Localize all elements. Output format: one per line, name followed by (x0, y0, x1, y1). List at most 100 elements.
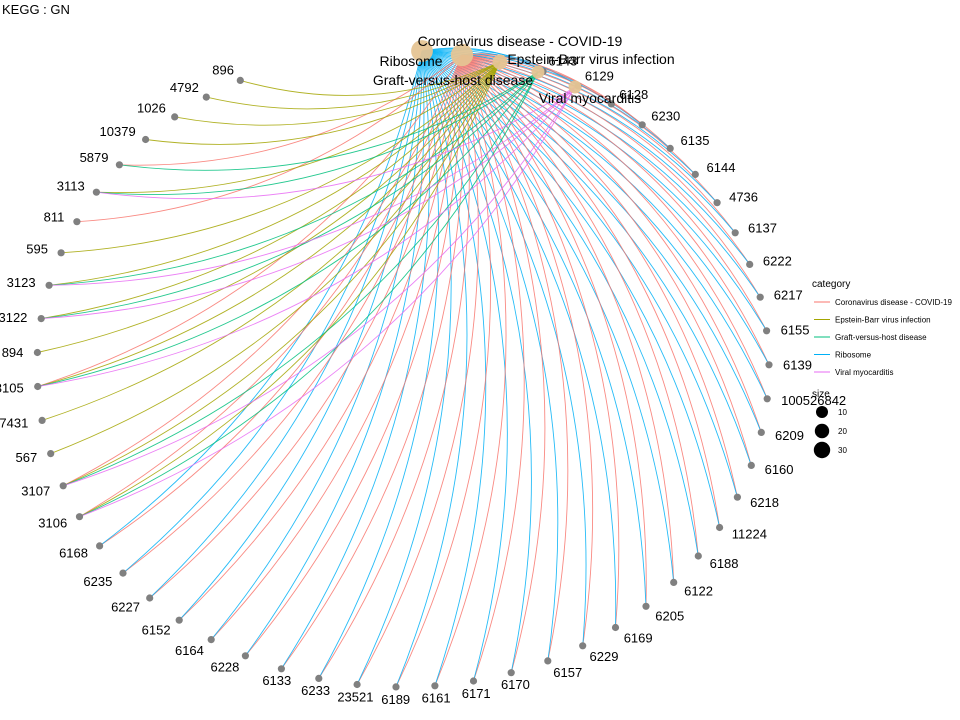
gene-node-6122 (670, 578, 678, 587)
gene-label-6144: 6144 (707, 160, 736, 175)
edge-595-1 (61, 61, 501, 254)
gene-node-595 (57, 249, 65, 257)
gene-label-3113: 3113 (57, 179, 85, 194)
edge-6205-0 (461, 54, 647, 607)
gene-label-6157: 6157 (553, 665, 582, 680)
gene-label-567: 567 (15, 450, 37, 465)
gene-node-6137 (731, 229, 739, 237)
gene-label-6152: 6152 (142, 623, 171, 638)
edge-6189-0 (395, 54, 492, 688)
gene-node-layer (33, 67, 773, 691)
edge-11224-3 (421, 50, 721, 528)
edge-10379-1 (145, 61, 501, 145)
gene-label-6160: 6160 (765, 462, 794, 477)
edge-6217-0 (461, 54, 761, 298)
gene-label-894: 894 (2, 345, 24, 360)
gene-node-6171 (469, 677, 478, 685)
gene-label-6218: 6218 (750, 495, 779, 510)
edge-3106-0 (79, 54, 463, 518)
gene-label-6235: 6235 (83, 574, 112, 589)
edge-6157-3 (421, 50, 559, 661)
edge-3123-4 (49, 86, 576, 286)
gene-node-6168 (96, 542, 104, 550)
gene-node-11224 (716, 523, 724, 532)
gene-node-6157 (544, 657, 552, 665)
category-label-2: Graft-versus-host disease (373, 72, 533, 88)
gene-label-3106: 3106 (38, 515, 67, 530)
gene-label-6189: 6189 (381, 692, 410, 707)
edge-3106-1 (79, 61, 501, 518)
gene-node-6144 (691, 170, 699, 178)
gene-node-6155 (763, 327, 771, 335)
edge-layer (37, 47, 770, 688)
gene-node-6235 (119, 569, 127, 577)
gene-node-6169 (611, 623, 620, 632)
gene-label-6139: 6139 (783, 358, 812, 373)
category-label-1: Epstein-Barr virus infection (507, 51, 674, 67)
category-label-layer: Coronavirus disease - COVID-19 Epstein-Ba… (373, 33, 675, 106)
edge-6188-0 (461, 54, 699, 557)
edge-3113-4 (96, 86, 576, 200)
edge-6227-3 (149, 50, 423, 599)
gene-label-6209: 6209 (775, 428, 804, 443)
gene-label-6164: 6164 (175, 643, 204, 658)
edge-1026-1 (174, 61, 501, 126)
gene-label-595: 595 (26, 242, 48, 257)
category-node-2 (531, 65, 545, 79)
gene-label-100526842: 100526842 (781, 393, 846, 408)
gene-node-3106 (75, 513, 84, 521)
edge-6233-0 (318, 54, 470, 679)
gene-node-811 (73, 218, 81, 226)
legend-category-title: category (812, 279, 850, 290)
gene-node-567 (47, 450, 55, 458)
gene-node-5879 (115, 161, 123, 169)
edge-6218-3 (421, 50, 738, 498)
edge-3105-1 (37, 61, 501, 387)
gene-label-6229: 6229 (590, 649, 619, 664)
category-node-layer (411, 40, 582, 94)
edge-3107-0 (62, 54, 463, 487)
edge-6169-3 (421, 50, 617, 628)
edge-6205-3 (421, 50, 647, 607)
gene-node-3122 (37, 315, 45, 323)
legend-size-title: size (812, 389, 830, 400)
gene-node-896 (236, 76, 244, 84)
edge-3123-2 (49, 71, 539, 286)
gene-label-6168: 6168 (59, 546, 88, 561)
edge-23521-3 (356, 50, 452, 685)
edge-11224-0 (461, 54, 721, 528)
gene-node-6164 (207, 636, 215, 644)
edge-6229-0 (461, 54, 594, 646)
legend: category Coronavirus disease - COVID-19 Ep… (812, 279, 952, 459)
edge-6155-0 (461, 54, 767, 332)
edge-3105-0 (37, 54, 463, 387)
gene-node-6230 (638, 121, 646, 129)
edge-3107-2 (63, 71, 539, 487)
edge-6189-3 (395, 50, 468, 688)
legend-label-1: Epstein-Barr virus infection (835, 316, 931, 325)
edge-3122-1 (41, 61, 501, 320)
gene-label-1026: 1026 (137, 101, 166, 116)
edge-3113-2 (96, 71, 539, 195)
gene-node-6188 (694, 552, 702, 560)
edge-4792-1 (206, 61, 501, 110)
gene-node-4736 (713, 199, 721, 207)
edge-894-1 (37, 61, 501, 353)
gene-node-7431 (38, 416, 46, 424)
gene-label-6122: 6122 (684, 583, 713, 598)
category-node-1 (492, 54, 508, 70)
edge-3105-4 (37, 86, 576, 387)
edge-3106-2 (79, 71, 539, 518)
gene-node-6170 (507, 669, 515, 677)
gene-node-6209 (757, 428, 765, 436)
gene-label-10379: 10379 (100, 124, 136, 139)
gene-node-6217 (756, 293, 764, 301)
gene-label-6161: 6161 (422, 691, 451, 706)
gene-node-4792 (202, 93, 210, 101)
gene-label-6135: 6135 (681, 133, 710, 148)
gene-label-896: 896 (212, 63, 234, 78)
gene-node-23521 (353, 680, 361, 689)
gene-node-1026 (171, 113, 179, 121)
edge-6157-0 (461, 54, 569, 661)
